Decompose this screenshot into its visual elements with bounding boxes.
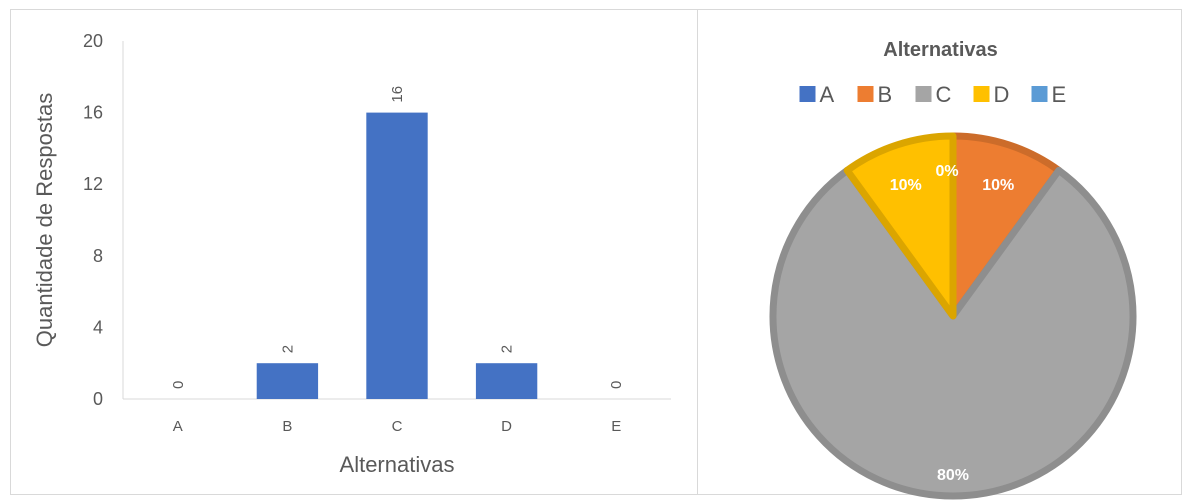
legend-label: B [878, 82, 893, 107]
pie-slice-b [949, 132, 1063, 320]
bar-data-label: 2 [279, 345, 296, 353]
x-tick-label: C [392, 418, 403, 435]
x-tick-label: A [173, 418, 183, 435]
legend-label: A [820, 82, 835, 107]
pie-slice-d [843, 132, 957, 320]
legend-label: D [994, 82, 1010, 107]
x-tick-label: E [611, 418, 621, 435]
legend-swatch-a [799, 86, 816, 102]
y-tick-label: 8 [93, 246, 103, 266]
pie-data-label-d: 10% [890, 177, 922, 194]
pie-title: Alternativas [883, 39, 998, 61]
bar-c [366, 112, 428, 399]
bar-d [475, 363, 538, 399]
pie-data-label-c: 80% [937, 467, 969, 484]
bar-data-label: 16 [389, 86, 406, 103]
bar-data-label: 0 [170, 381, 187, 389]
pie-data-label-b: 10% [982, 177, 1014, 194]
legend-swatch-e [1031, 86, 1048, 102]
bar-chart: Quantidade de Respostas Alternativas 0 4 8… [32, 31, 671, 477]
y-tick-label: 0 [93, 389, 103, 409]
x-tick-label: B [282, 418, 292, 435]
bar-data-label: 2 [499, 345, 516, 353]
y-tick-label: 20 [83, 31, 103, 51]
y-axis-title: Quantidade de Respostas [32, 93, 57, 347]
legend-swatch-d [973, 86, 990, 102]
legend-swatch-c [915, 86, 932, 102]
bar-chart-panel: Quantidade de Respostas Alternativas 0 4 8… [10, 9, 698, 495]
y-tick-label: 12 [83, 174, 103, 194]
y-tick-label: 4 [93, 317, 103, 337]
y-tick-label: 16 [83, 103, 103, 123]
legend-label: C [936, 82, 952, 107]
pie-chart-panel: Alternativas A B C D E 10% 80% 10% 0% [697, 9, 1182, 500]
pie-data-label-e: 0% [935, 163, 958, 180]
legend-swatch-b [857, 86, 874, 102]
pie-chart: Alternativas A B C D E 10% 80% 10% 0% [769, 39, 1137, 500]
pie-slice-c [769, 166, 1137, 500]
x-axis-title: Alternativas [340, 452, 455, 477]
bar-b [256, 363, 319, 399]
bar-data-label: 0 [608, 381, 625, 389]
x-tick-label: D [501, 418, 512, 435]
legend-label: E [1052, 82, 1067, 107]
